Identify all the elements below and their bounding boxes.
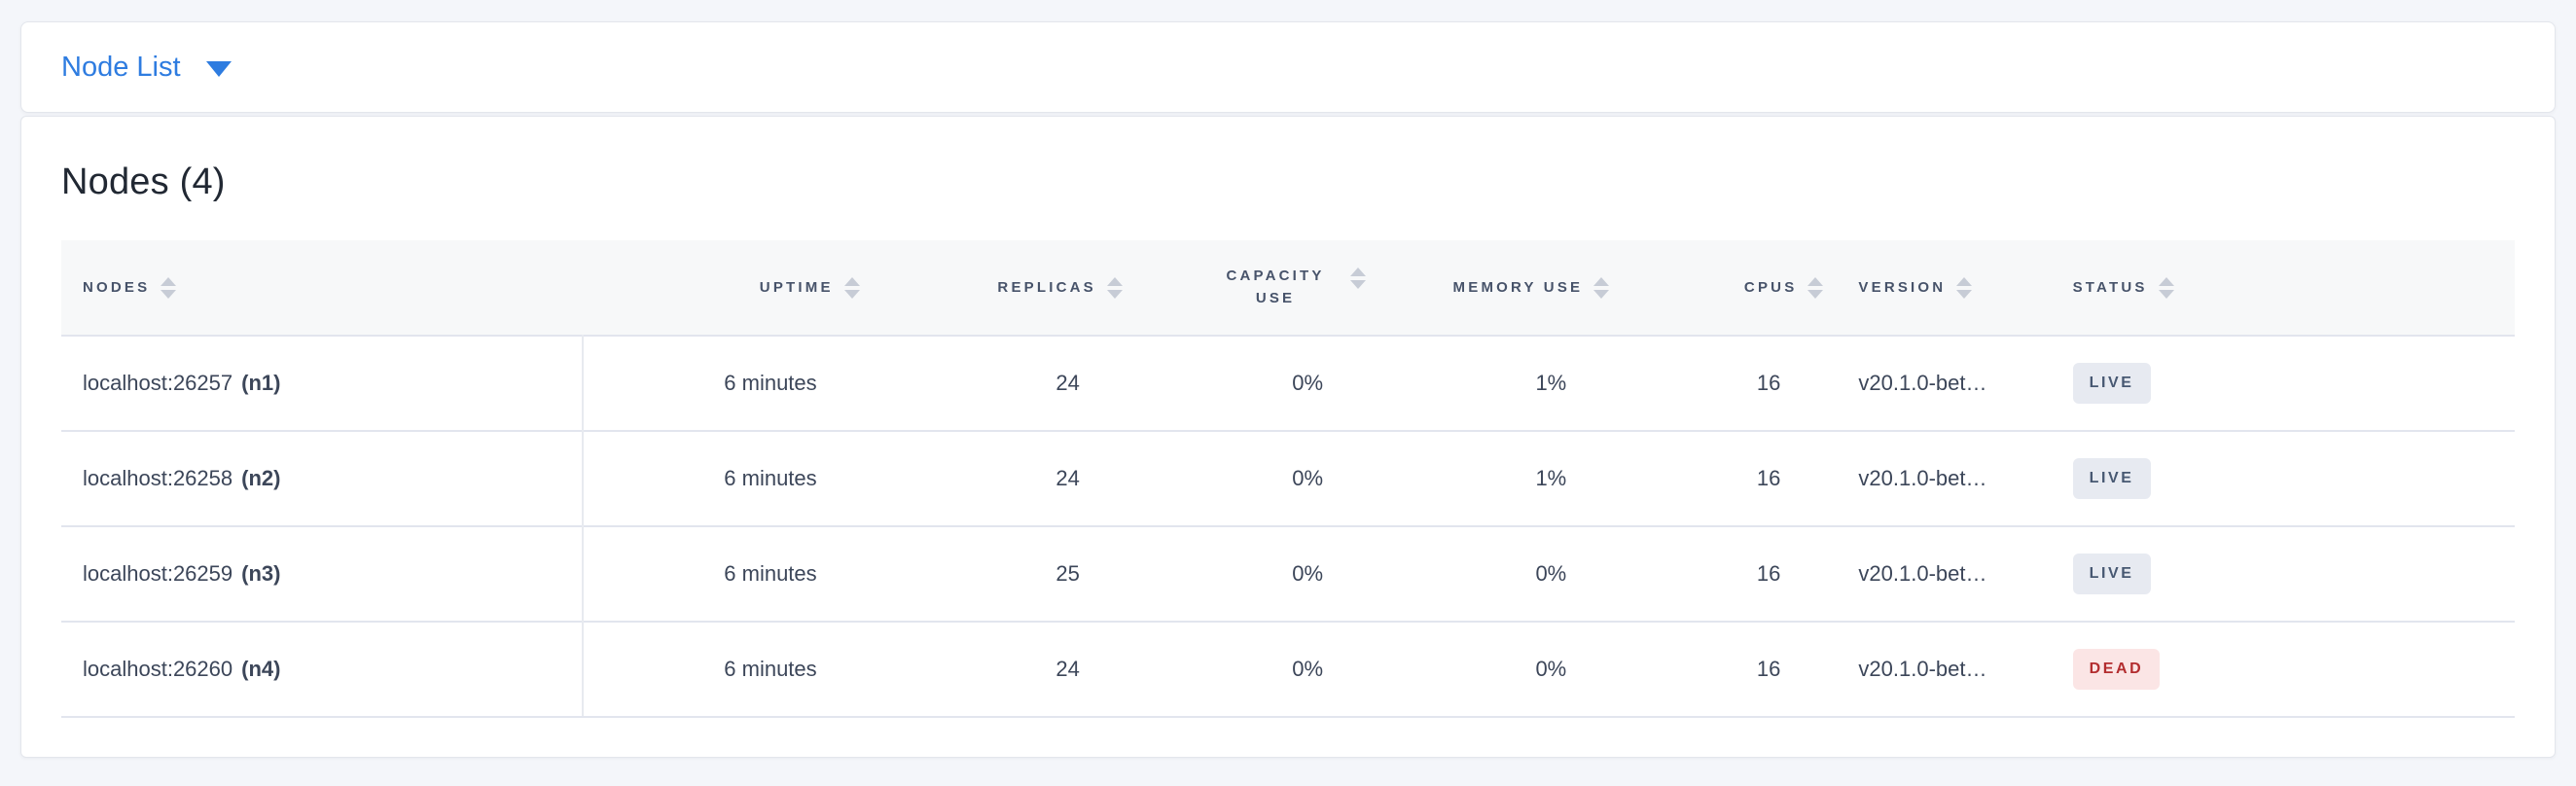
cpus-cell: 16 bbox=[1625, 621, 1840, 718]
memory-use-cell: 0% bbox=[1381, 621, 1626, 718]
column-header-version[interactable]: VERSION bbox=[1839, 240, 2054, 336]
status-cell: LIVE bbox=[2053, 335, 2515, 431]
node-address-cell: localhost:26257 (n1) bbox=[61, 335, 585, 431]
column-header-label: CAPACITY USE bbox=[1226, 268, 1325, 306]
version-cell: v20.1.0-bet… bbox=[1839, 525, 2054, 622]
node-id: (n4) bbox=[241, 657, 281, 681]
node-address-cell: localhost:26260 (n4) bbox=[61, 621, 585, 718]
column-header-label: NODES bbox=[83, 279, 151, 296]
status-cell: LIVE bbox=[2053, 430, 2515, 526]
sort-icon bbox=[843, 276, 860, 299]
version-cell: v20.1.0-bet… bbox=[1839, 621, 2054, 718]
node-address: localhost:26259 bbox=[83, 561, 233, 586]
node-id: (n1) bbox=[241, 371, 281, 395]
version-cell: v20.1.0-bet… bbox=[1839, 430, 2054, 526]
caret-down-icon bbox=[205, 60, 232, 77]
column-header-label: VERSION bbox=[1858, 279, 1947, 296]
column-header-replicas[interactable]: REPLICAS bbox=[875, 240, 1138, 336]
page-title: Nodes (4) bbox=[61, 161, 226, 202]
node-address: localhost:26258 bbox=[83, 466, 233, 490]
column-header-uptime[interactable]: UPTIME bbox=[583, 240, 876, 336]
sort-icon bbox=[161, 276, 177, 299]
table-row[interactable]: localhost:26257 (n1) 6 minutes 24 0% 1% 1… bbox=[61, 335, 2515, 431]
column-header-status[interactable]: STATUS bbox=[2053, 240, 2515, 336]
memory-use-cell: 1% bbox=[1381, 335, 1626, 431]
node-address-cell: localhost:26258 (n2) bbox=[61, 430, 585, 526]
uptime-cell: 6 minutes bbox=[583, 621, 876, 718]
column-header-label: MEMORY USE bbox=[1452, 279, 1584, 296]
table-header-row: NODES UPTIME REPLICAS bbox=[61, 240, 2515, 336]
cpus-cell: 16 bbox=[1625, 525, 1840, 622]
nodes-card: Nodes (4) NODES bbox=[20, 116, 2556, 758]
column-header-label: STATUS bbox=[2072, 279, 2148, 296]
table-row[interactable]: localhost:26260 (n4) 6 minutes 24 0% 0% 1… bbox=[61, 621, 2515, 718]
view-selector-label: Node List bbox=[61, 51, 181, 83]
version-cell: v20.1.0-bet… bbox=[1839, 335, 2054, 431]
sort-icon bbox=[2158, 276, 2174, 299]
column-header-capacity-use[interactable]: CAPACITY USE bbox=[1137, 240, 1382, 336]
node-id: (n2) bbox=[241, 466, 281, 490]
capacity-use-cell: 0% bbox=[1137, 430, 1382, 526]
sort-icon bbox=[1807, 276, 1824, 299]
replicas-cell: 24 bbox=[875, 335, 1138, 431]
uptime-cell: 6 minutes bbox=[583, 525, 876, 622]
status-badge: LIVE bbox=[2072, 363, 2151, 404]
column-header-cpus[interactable]: CPUS bbox=[1625, 240, 1840, 336]
sort-icon bbox=[1350, 268, 1367, 289]
node-address-cell: localhost:26259 (n3) bbox=[61, 525, 585, 622]
replicas-cell: 25 bbox=[875, 525, 1138, 622]
status-badge: LIVE bbox=[2072, 554, 2151, 594]
nodes-table: NODES UPTIME REPLICAS bbox=[61, 240, 2515, 718]
uptime-cell: 6 minutes bbox=[583, 430, 876, 526]
replicas-cell: 24 bbox=[875, 430, 1138, 526]
capacity-use-cell: 0% bbox=[1137, 335, 1382, 431]
cpus-cell: 16 bbox=[1625, 335, 1840, 431]
table-row[interactable]: localhost:26258 (n2) 6 minutes 24 0% 1% 1… bbox=[61, 430, 2515, 526]
status-cell: DEAD bbox=[2053, 621, 2515, 718]
table-row[interactable]: localhost:26259 (n3) 6 minutes 25 0% 0% 1… bbox=[61, 525, 2515, 622]
column-header-label: UPTIME bbox=[759, 279, 834, 296]
cpus-cell: 16 bbox=[1625, 430, 1840, 526]
status-cell: LIVE bbox=[2053, 525, 2515, 622]
sort-icon bbox=[1106, 276, 1123, 299]
column-header-label: CPUS bbox=[1743, 279, 1798, 296]
node-address: localhost:26260 bbox=[83, 657, 233, 681]
view-selector-dropdown[interactable]: Node List bbox=[61, 51, 232, 83]
uptime-cell: 6 minutes bbox=[583, 335, 876, 431]
capacity-use-cell: 0% bbox=[1137, 621, 1382, 718]
replicas-cell: 24 bbox=[875, 621, 1138, 718]
memory-use-cell: 1% bbox=[1381, 430, 1626, 526]
status-badge: LIVE bbox=[2072, 458, 2151, 499]
view-selector-card: Node List bbox=[20, 21, 2556, 113]
status-badge: DEAD bbox=[2072, 649, 2161, 690]
memory-use-cell: 0% bbox=[1381, 525, 1626, 622]
column-header-label: REPLICAS bbox=[997, 279, 1096, 296]
column-header-nodes[interactable]: NODES bbox=[61, 240, 584, 336]
sort-icon bbox=[1593, 276, 1610, 299]
sort-icon bbox=[1956, 276, 1973, 299]
node-address: localhost:26257 bbox=[83, 371, 233, 395]
node-id: (n3) bbox=[241, 561, 281, 586]
capacity-use-cell: 0% bbox=[1137, 525, 1382, 622]
column-header-memory-use[interactable]: MEMORY USE bbox=[1381, 240, 1626, 336]
